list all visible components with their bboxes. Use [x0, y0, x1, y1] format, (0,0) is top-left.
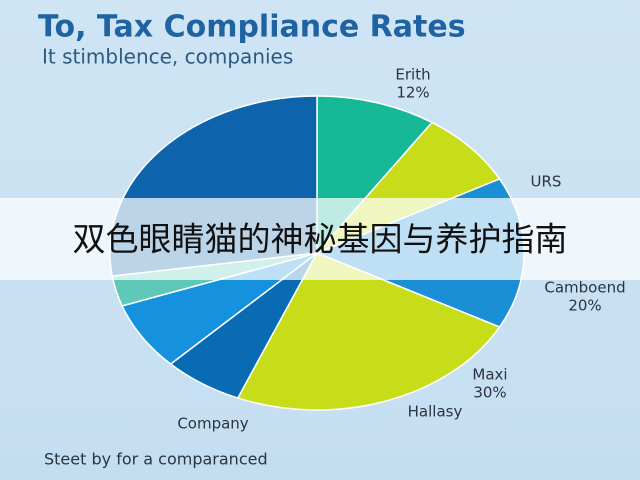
slice-label: Erith	[395, 66, 430, 84]
slice-value-label: 20%	[568, 297, 601, 315]
pie-slice	[236, 252, 501, 411]
overlay-banner-bg	[0, 198, 640, 280]
slice-label: Camboend	[544, 279, 625, 297]
slice-label: URS	[531, 173, 562, 191]
footnote: Steet by for a comparanced	[44, 450, 268, 469]
chart-title: To, Tax Compliance Rates	[38, 10, 466, 45]
chart-subtitle: It stimblence, companies	[42, 45, 293, 69]
slice-value-label: 12%	[396, 84, 429, 102]
slice-label: Maxi	[472, 366, 507, 384]
slice-label: Company	[177, 415, 248, 433]
slice-value-label: 30%	[473, 384, 506, 402]
slice-label: Hallasy	[408, 403, 463, 421]
overlay-banner: 双色眼睛猫的神秘基因与养护指南	[73, 220, 568, 259]
